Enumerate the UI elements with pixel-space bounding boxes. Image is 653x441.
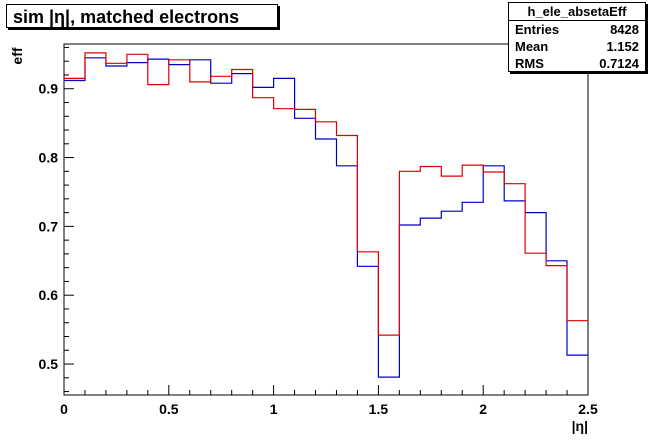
y-axis-label: eff [9, 47, 25, 64]
stats-value: 0.7124 [599, 56, 639, 71]
stats-histogram-name: h_ele_absetaEff [509, 3, 645, 21]
stats-row-mean: Mean 1.152 [509, 38, 645, 55]
x-axis-label: |η| [572, 418, 588, 434]
y-tick-label: 0.8 [39, 150, 59, 166]
stats-row-rms: RMS 0.7124 [509, 55, 645, 72]
x-tick-label: 1 [270, 401, 278, 417]
stats-row-entries: Entries 8428 [509, 21, 645, 38]
stats-value: 8428 [610, 22, 639, 37]
x-tick-label: 2.5 [578, 401, 598, 417]
y-tick-label: 0.7 [39, 218, 59, 234]
stats-label: RMS [515, 56, 544, 71]
y-tick-label: 0.6 [39, 287, 59, 303]
x-tick-label: 0.5 [159, 401, 179, 417]
y-tick-label: 0.5 [39, 356, 59, 372]
y-tick-label: 0.9 [39, 81, 59, 97]
stats-value: 1.152 [606, 39, 639, 54]
x-tick-label: 0 [60, 401, 68, 417]
chart-title: sim |η|, matched electrons [6, 4, 278, 28]
x-tick-label: 2 [479, 401, 487, 417]
stats-box: h_ele_absetaEff Entries 8428 Mean 1.152 … [508, 2, 646, 72]
plot-frame [63, 43, 589, 396]
series-0-line [64, 57, 588, 378]
x-tick-label: 1.5 [369, 401, 389, 417]
stats-label: Mean [515, 39, 549, 54]
series-1-line [64, 52, 588, 336]
stats-label: Entries [515, 22, 560, 37]
